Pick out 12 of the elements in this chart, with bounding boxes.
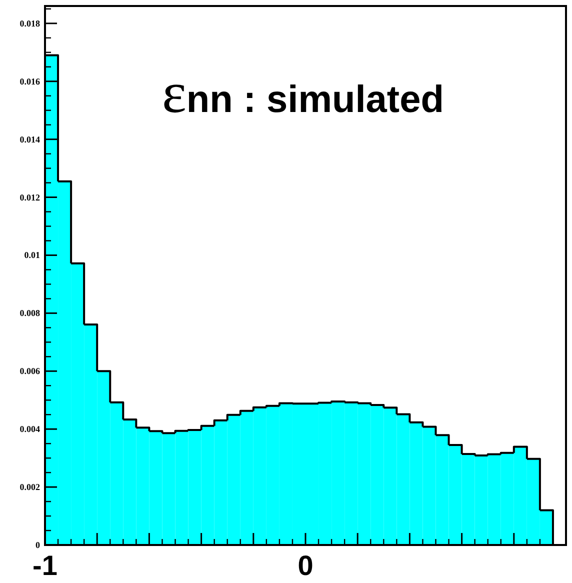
y-tick-label: 0	[36, 540, 40, 550]
y-tick-label: 0.006	[20, 366, 40, 376]
text: εnn : simulated	[162, 60, 444, 125]
y-tick-label: 0.014	[20, 134, 40, 144]
y-tick-label: 0.01	[24, 250, 40, 260]
y-tick-label: 0.004	[20, 424, 40, 434]
y-tick-label: 0.008	[20, 308, 40, 318]
y-tick-label: 0.002	[20, 482, 40, 492]
y-tick-label: 0.012	[20, 192, 40, 202]
y-tick-label: 0.018	[20, 18, 40, 28]
y-tick-label: 0.016	[20, 76, 40, 86]
x-tick-label: -1	[32, 550, 58, 581]
